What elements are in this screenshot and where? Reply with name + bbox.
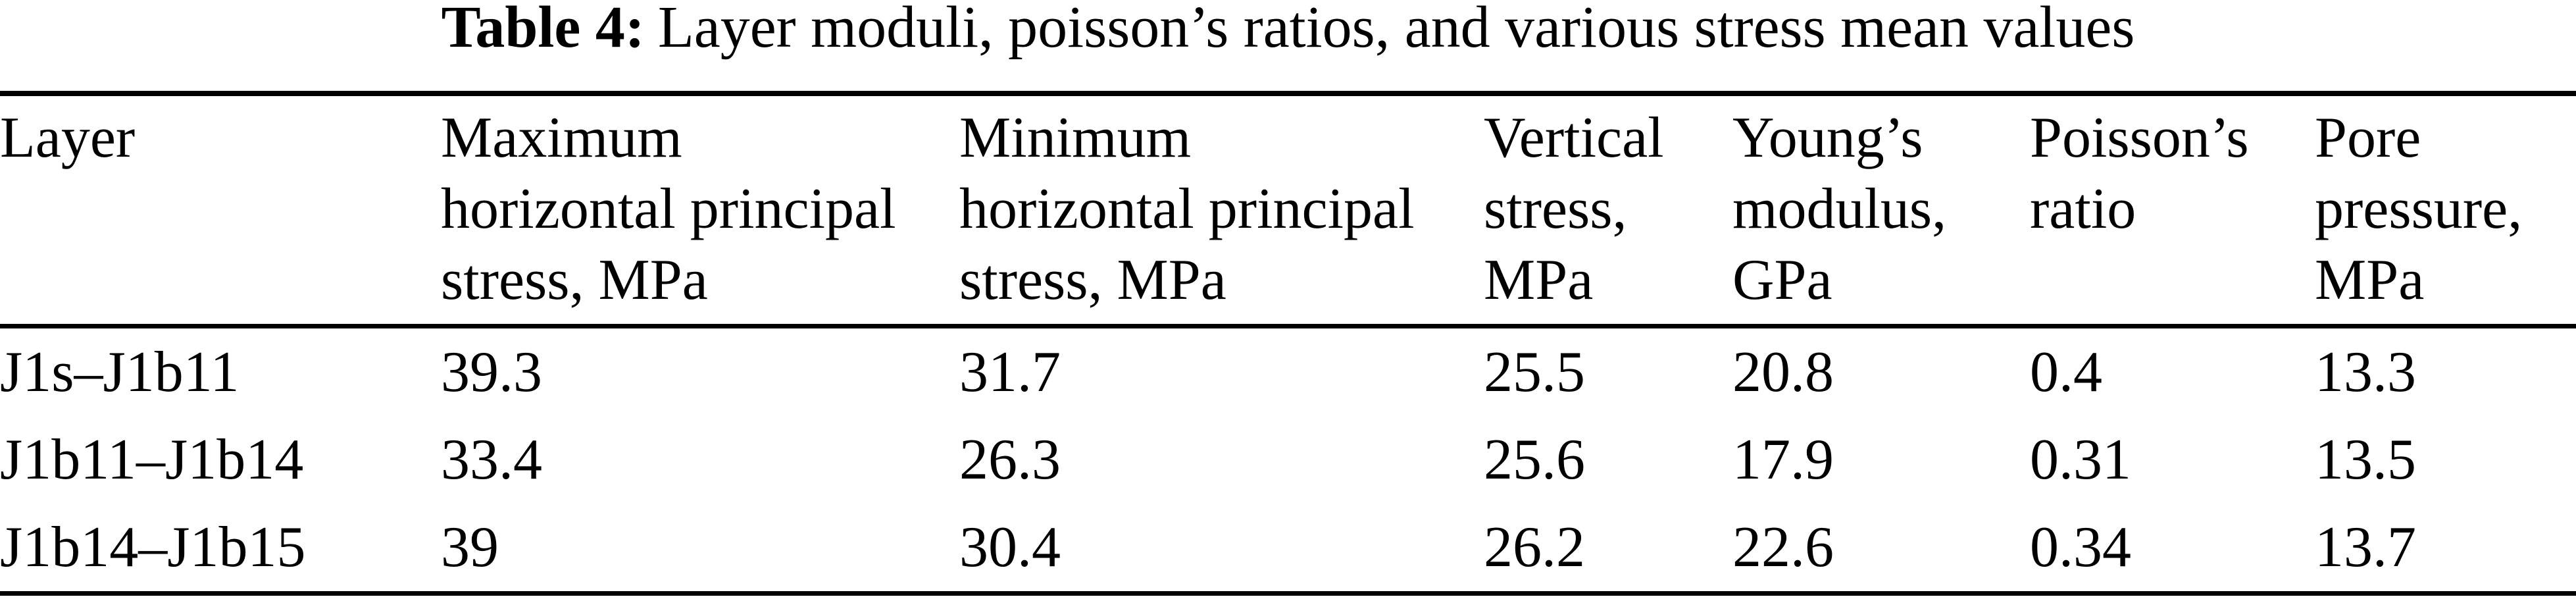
header-line: horizontal principal bbox=[441, 177, 896, 241]
header-line: modulus, bbox=[1732, 177, 1947, 241]
cell-poissons-ratio: 0.4 bbox=[2030, 340, 2102, 404]
header-line: ratio bbox=[2030, 177, 2136, 241]
table-body: J1s–J1b11 39.3 31.7 25.5 20.8 0.4 13.3 J… bbox=[0, 327, 2576, 594]
header-line: GPa bbox=[1732, 248, 1832, 312]
cell-layer: J1b11–J1b14 bbox=[0, 427, 304, 492]
cell-pore-pressure: 13.7 bbox=[2315, 515, 2416, 579]
table-caption-text: Layer moduli, poisson’s ratios, and vari… bbox=[657, 0, 2135, 60]
data-table: Layer Maximum horizontal principal stres… bbox=[0, 91, 2576, 596]
cell-min-horizontal-principal-stress: 26.3 bbox=[959, 427, 1061, 492]
cell-min-horizontal-principal-stress: 30.4 bbox=[959, 515, 1061, 579]
cell-vertical-stress: 25.5 bbox=[1484, 340, 1585, 404]
header-cell-max-horizontal-principal-stress: Maximum horizontal principal stress, MPa bbox=[441, 93, 959, 328]
header-line: Maximum bbox=[441, 106, 682, 170]
header-line: Vertical bbox=[1484, 106, 1664, 170]
cell-min-horizontal-principal-stress: 31.7 bbox=[959, 340, 1061, 404]
cell-poissons-ratio: 0.31 bbox=[2030, 427, 2131, 492]
header-cell-youngs-modulus: Young’s modulus, GPa bbox=[1732, 93, 2030, 328]
table-header-row: Layer Maximum horizontal principal stres… bbox=[0, 93, 2576, 328]
header-line: Layer bbox=[0, 106, 136, 170]
header-line: stress, bbox=[1484, 177, 1627, 241]
cell-youngs-modulus: 22.6 bbox=[1732, 515, 1834, 579]
header-cell-poissons-ratio: Poisson’s ratio bbox=[2030, 93, 2315, 328]
cell-max-horizontal-principal-stress: 39 bbox=[441, 515, 499, 579]
table-row: J1b11–J1b14 33.4 26.3 25.6 17.9 0.31 13.… bbox=[0, 416, 2576, 504]
cell-vertical-stress: 26.2 bbox=[1484, 515, 1585, 579]
table-row: J1b14–J1b15 39 30.4 26.2 22.6 0.34 13.7 bbox=[0, 504, 2576, 594]
cell-max-horizontal-principal-stress: 33.4 bbox=[441, 427, 542, 492]
header-line: pressure, bbox=[2315, 177, 2523, 241]
header-line: MPa bbox=[2315, 248, 2425, 312]
table-row: J1s–J1b11 39.3 31.7 25.5 20.8 0.4 13.3 bbox=[0, 327, 2576, 417]
cell-youngs-modulus: 20.8 bbox=[1732, 340, 1834, 404]
cell-pore-pressure: 13.3 bbox=[2315, 340, 2416, 404]
header-line: Pore bbox=[2315, 106, 2421, 170]
cell-layer: J1s–J1b11 bbox=[0, 340, 240, 404]
header-line: horizontal principal bbox=[959, 177, 1415, 241]
header-cell-vertical-stress: Vertical stress, MPa bbox=[1484, 93, 1732, 328]
header-cell-layer: Layer bbox=[0, 93, 441, 328]
cell-max-horizontal-principal-stress: 39.3 bbox=[441, 340, 542, 404]
header-line: stress, MPa bbox=[959, 248, 1226, 312]
table-header: Layer Maximum horizontal principal stres… bbox=[0, 93, 2576, 328]
table-caption: Table 4: Layer moduli, poisson’s ratios, … bbox=[0, 0, 2576, 60]
header-line: Young’s bbox=[1732, 106, 1923, 170]
cell-poissons-ratio: 0.34 bbox=[2030, 515, 2131, 579]
header-line: Minimum bbox=[959, 106, 1192, 170]
table-caption-number: Table 4: bbox=[441, 0, 645, 60]
header-line: MPa bbox=[1484, 248, 1594, 312]
cell-youngs-modulus: 17.9 bbox=[1732, 427, 1834, 492]
header-cell-pore-pressure: Pore pressure, MPa bbox=[2315, 93, 2576, 328]
cell-vertical-stress: 25.6 bbox=[1484, 427, 1585, 492]
cell-pore-pressure: 13.5 bbox=[2315, 427, 2416, 492]
cell-layer: J1b14–J1b15 bbox=[0, 515, 306, 579]
header-line: Poisson’s bbox=[2030, 106, 2249, 170]
header-line: stress, MPa bbox=[441, 248, 708, 312]
header-cell-min-horizontal-principal-stress: Minimum horizontal principal stress, MPa bbox=[959, 93, 1484, 328]
